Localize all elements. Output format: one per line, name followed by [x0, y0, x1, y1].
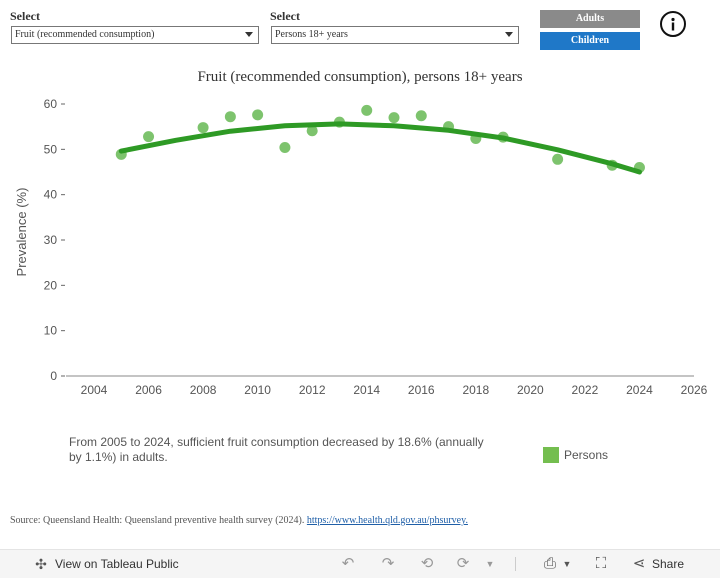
- y-axis: 0 10 20 30 40 50 60: [44, 97, 65, 383]
- share-icon[interactable]: ⋖: [632, 555, 646, 572]
- x-tick-label: 2018: [462, 383, 489, 397]
- population-select-value: Persons 18+ years: [275, 29, 348, 40]
- x-tick-label: 2008: [190, 383, 217, 397]
- redo-icon[interactable]: ↷: [381, 555, 395, 572]
- legend-swatch: [543, 447, 559, 463]
- x-tick-label: 2020: [517, 383, 544, 397]
- x-tick-label: 2024: [626, 383, 653, 397]
- x-tick-label: 2012: [299, 383, 326, 397]
- x-tick-label: 2014: [353, 383, 380, 397]
- y-tick-label: 20: [44, 278, 58, 292]
- population-select[interactable]: Persons 18+ years: [271, 26, 519, 44]
- y-axis-label: Prevalence (%): [14, 188, 29, 277]
- data-point[interactable]: [388, 112, 400, 124]
- indicator-filter-label: Select: [10, 9, 40, 23]
- data-point[interactable]: [361, 104, 373, 116]
- chevron-down-icon: [505, 32, 513, 37]
- data-point[interactable]: [252, 109, 264, 121]
- population-filter-label: Select: [270, 9, 300, 23]
- y-tick-label: 40: [44, 188, 58, 202]
- data-point[interactable]: [197, 122, 209, 134]
- chevron-down-icon[interactable]: ▼: [562, 559, 572, 569]
- chevron-down-icon[interactable]: ▼: [485, 559, 495, 569]
- source-label: Source: Queensland Health: Queensland pr…: [10, 515, 305, 526]
- indicator-select-value: Fruit (recommended consumption): [15, 29, 155, 40]
- x-tick-label: 2006: [135, 383, 162, 397]
- info-circle-icon[interactable]: [660, 11, 686, 37]
- fullscreen-icon[interactable]: ⛶: [595, 555, 607, 572]
- x-tick-label: 2026: [681, 383, 708, 397]
- chart-title: Fruit (recommended consumption), persons…: [197, 69, 523, 85]
- y-tick-label: 0: [50, 369, 57, 383]
- data-point[interactable]: [279, 142, 291, 154]
- x-tick-label: 2010: [244, 383, 271, 397]
- x-tick-label: 2022: [572, 383, 599, 397]
- source-text: Source: Queensland Health: Queensland pr…: [10, 515, 468, 526]
- data-point[interactable]: [415, 110, 427, 122]
- tableau-logo-icon: ✣: [35, 556, 47, 572]
- children-button[interactable]: Children: [540, 32, 640, 50]
- y-tick-label: 50: [44, 142, 58, 156]
- data-point[interactable]: [306, 125, 318, 137]
- adults-button[interactable]: Adults: [540, 10, 640, 28]
- x-tick-label: 2016: [408, 383, 435, 397]
- revert-icon[interactable]: ⟲: [420, 555, 434, 572]
- refresh-icon[interactable]: ⟳: [456, 555, 470, 572]
- legend-label: Persons: [564, 448, 609, 462]
- undo-icon[interactable]: ↶: [341, 555, 355, 572]
- summary-note: From 2005 to 2024, sufficient fruit cons…: [69, 435, 484, 464]
- y-tick-label: 30: [44, 233, 58, 247]
- indicator-select[interactable]: Fruit (recommended consumption): [11, 26, 259, 44]
- share-button[interactable]: Share: [652, 557, 685, 571]
- chevron-down-icon: [245, 32, 253, 37]
- x-tick-label: 2004: [81, 383, 108, 397]
- data-point[interactable]: [143, 131, 155, 143]
- y-tick-label: 10: [44, 324, 58, 338]
- y-tick-label: 60: [44, 97, 58, 111]
- source-link[interactable]: https://www.health.qld.gov.au/phsurvey.: [306, 515, 468, 526]
- view-on-tableau-link[interactable]: View on Tableau Public: [55, 557, 179, 571]
- tableau-toolbar: ✣ View on Tableau Public ↶ ↷ ⟲ ⟳ ▼ ⎙ ▼ ⛶…: [0, 549, 720, 578]
- data-point[interactable]: [552, 153, 564, 165]
- trend-line: [118, 121, 642, 175]
- x-axis: 2004 2006 2008 2010 2012 2014 2016 2018 2020 2022…: [66, 375, 708, 397]
- download-icon[interactable]: ⎙: [543, 555, 556, 572]
- data-point[interactable]: [224, 111, 236, 123]
